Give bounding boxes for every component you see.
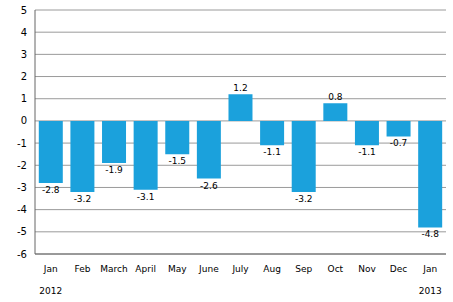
svg-text:1: 1 bbox=[21, 93, 27, 104]
svg-text:-6: -6 bbox=[17, 249, 27, 260]
svg-text:June: June bbox=[198, 264, 219, 274]
svg-text:-1.1: -1.1 bbox=[358, 147, 376, 157]
svg-text:-3.2: -3.2 bbox=[74, 194, 92, 204]
svg-text:-5: -5 bbox=[17, 226, 27, 237]
svg-text:-2.8: -2.8 bbox=[42, 185, 60, 195]
svg-text:Sep: Sep bbox=[295, 264, 312, 274]
svg-text:Dec: Dec bbox=[390, 264, 407, 274]
svg-text:Aug: Aug bbox=[263, 264, 281, 274]
svg-text:-3.2: -3.2 bbox=[295, 194, 313, 204]
svg-text:Feb: Feb bbox=[74, 264, 90, 274]
svg-text:Nov: Nov bbox=[358, 264, 376, 274]
svg-text:0.8: 0.8 bbox=[328, 92, 343, 102]
svg-text:-3: -3 bbox=[17, 182, 27, 193]
svg-text:1.2: 1.2 bbox=[233, 83, 247, 93]
svg-text:-1.1: -1.1 bbox=[263, 147, 281, 157]
svg-text:May: May bbox=[168, 264, 187, 274]
svg-text:3: 3 bbox=[21, 49, 27, 60]
svg-text:July: July bbox=[231, 264, 249, 274]
svg-text:0: 0 bbox=[21, 115, 27, 126]
svg-text:-2: -2 bbox=[17, 160, 27, 171]
svg-text:March: March bbox=[100, 264, 127, 274]
svg-text:Oct: Oct bbox=[328, 264, 344, 274]
svg-text:2012: 2012 bbox=[39, 286, 62, 296]
svg-text:5: 5 bbox=[21, 5, 27, 16]
svg-text:-0.7: -0.7 bbox=[390, 138, 408, 148]
svg-text:Jan: Jan bbox=[43, 264, 58, 274]
svg-text:-1.5: -1.5 bbox=[168, 156, 186, 166]
svg-text:4: 4 bbox=[21, 27, 27, 38]
svg-text:-1.9: -1.9 bbox=[105, 165, 123, 175]
svg-text:2: 2 bbox=[21, 71, 27, 82]
svg-text:-4: -4 bbox=[17, 204, 27, 215]
svg-text:-1: -1 bbox=[17, 138, 27, 149]
svg-text:-4.8: -4.8 bbox=[421, 229, 439, 239]
svg-text:-2.6: -2.6 bbox=[200, 181, 218, 191]
svg-text:-3.1: -3.1 bbox=[137, 192, 155, 202]
svg-text:Jan: Jan bbox=[422, 264, 437, 274]
svg-text:2013: 2013 bbox=[419, 286, 442, 296]
svg-text:April: April bbox=[135, 264, 156, 274]
